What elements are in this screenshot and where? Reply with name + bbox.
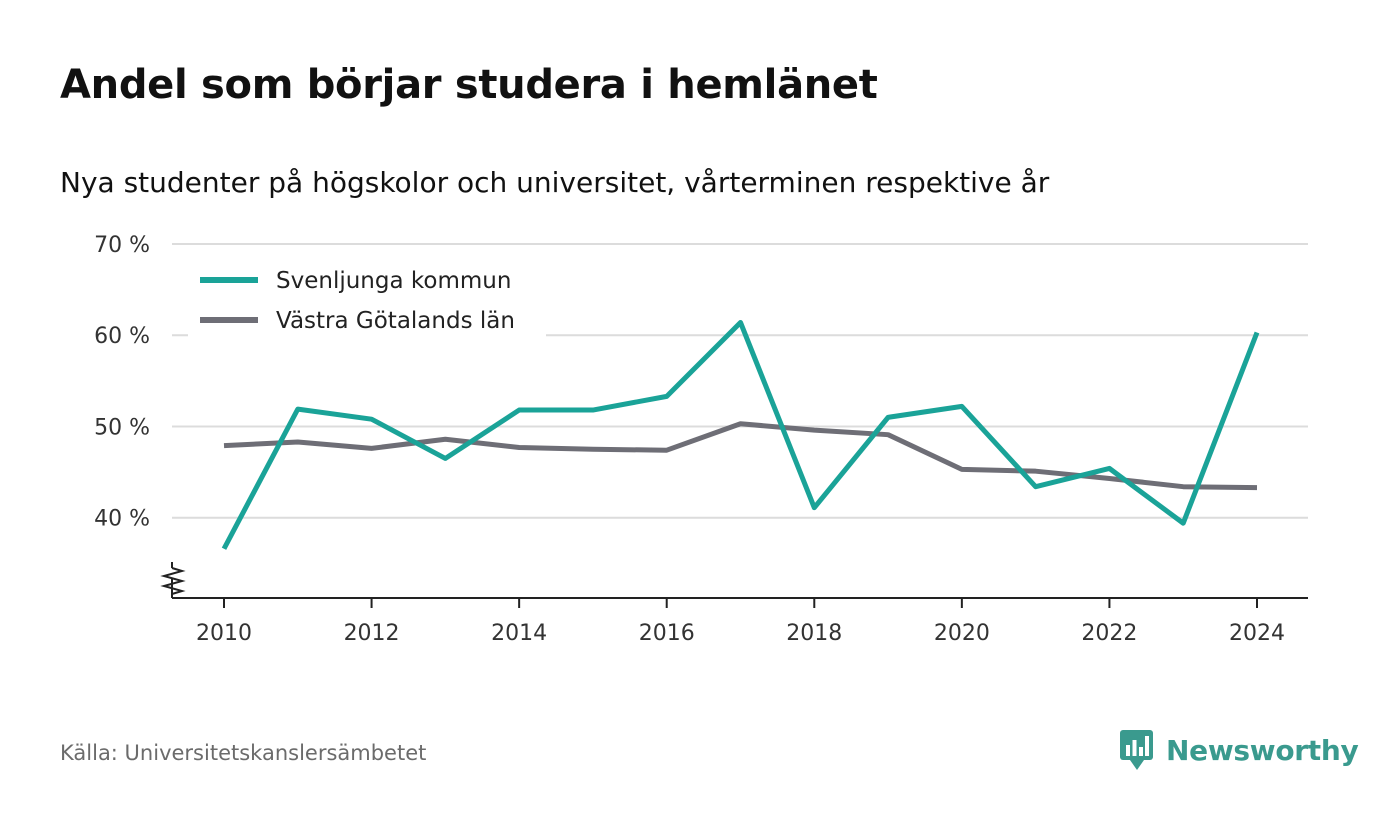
series-line-0 [221, 319, 1260, 550]
gridlines [172, 243, 1308, 519]
y-tick-label: 40 % [94, 507, 150, 532]
x-tick-label: 2020 [934, 621, 990, 646]
x-tick-label: 2024 [1229, 621, 1285, 646]
brand-name: Newsworthy [1166, 733, 1359, 767]
y-tick-label: 50 % [94, 415, 150, 440]
x-tick-label: 2014 [491, 621, 547, 646]
y-tick-label: 60 % [94, 324, 150, 349]
x-tick-label: 2012 [344, 621, 400, 646]
axis-break-icon [160, 567, 186, 595]
series-line-1 [223, 421, 1258, 491]
axes [160, 562, 1308, 599]
legend-background [188, 258, 546, 340]
chart-subtitle: Nya studenter på högskolor och universit… [60, 166, 1050, 199]
x-tick-label: 2016 [639, 621, 695, 646]
chart-title: Andel som börjar studera i hemlänet [60, 62, 878, 108]
y-axis-ticks: 40 % 50 % 60 % 70 % [94, 233, 150, 532]
newsworthy-logo-icon [1120, 730, 1153, 770]
legend: Svenljunga kommun Västra Götalands län [188, 258, 546, 340]
x-tick-label: 2010 [196, 621, 252, 646]
x-axis-ticks: 2010 2012 2014 2016 2018 2020 2022 2024 [196, 598, 1285, 646]
series-lines [221, 319, 1260, 550]
legend-label: Västra Götalands län [276, 308, 515, 334]
brand-logo: Newsworthy [1118, 728, 1359, 772]
legend-label: Svenljunga kommun [276, 268, 511, 294]
source-note: Källa: Universitetskanslersämbetet [60, 741, 427, 765]
line-chart: 40 % 50 % 60 % 70 % 2010 2012 2014 2016 2018 202… [94, 233, 1308, 646]
x-tick-label: 2022 [1081, 621, 1137, 646]
y-tick-label: 70 % [94, 233, 150, 258]
x-tick-label: 2018 [786, 621, 842, 646]
